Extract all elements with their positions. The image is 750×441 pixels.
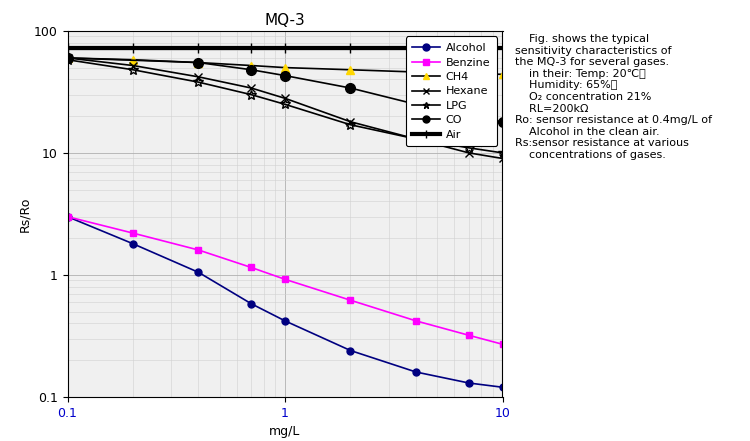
LPG [194, 79, 203, 85]
Hexane [247, 86, 256, 91]
CH4 [280, 65, 290, 70]
Alcohol [498, 385, 507, 390]
CH4 [128, 57, 137, 62]
Line: Benzine: Benzine [64, 213, 506, 348]
Benzine [412, 318, 421, 324]
Line: LPG: LPG [63, 55, 507, 158]
LPG [412, 136, 421, 142]
Hexane [412, 136, 421, 142]
LPG [128, 67, 137, 72]
Benzine [346, 298, 355, 303]
X-axis label: mg/L: mg/L [269, 425, 301, 438]
Benzine [280, 277, 290, 282]
LPG [63, 57, 72, 62]
Air [194, 45, 203, 51]
Alcohol [412, 370, 421, 375]
Line: CO: CO [63, 53, 507, 127]
CH4 [247, 63, 256, 68]
CO [346, 86, 355, 91]
CO [247, 67, 256, 72]
Alcohol [194, 269, 203, 275]
LPG [498, 150, 507, 156]
Benzine [464, 333, 473, 338]
Air [412, 45, 421, 51]
Air [63, 45, 72, 51]
Benzine [194, 247, 203, 253]
LPG [280, 102, 290, 107]
Alcohol [346, 348, 355, 353]
CH4 [412, 69, 421, 75]
Alcohol [128, 241, 137, 247]
CO [63, 55, 72, 60]
Benzine [498, 342, 507, 347]
Air [128, 45, 137, 51]
Hexane [63, 55, 72, 60]
Y-axis label: Rs/Ro: Rs/Ro [18, 196, 31, 232]
Legend: Alcohol, Benzine, CH4, Hexane, LPG, CO, Air: Alcohol, Benzine, CH4, Hexane, LPG, CO, … [406, 37, 497, 146]
CH4 [464, 71, 473, 76]
Hexane [498, 156, 507, 161]
Air [247, 45, 256, 51]
CO [412, 102, 421, 107]
LPG [464, 145, 473, 150]
Hexane [346, 119, 355, 124]
Hexane [464, 150, 473, 156]
Air [498, 45, 507, 51]
Alcohol [280, 318, 290, 324]
Benzine [128, 231, 137, 236]
Line: Hexane: Hexane [63, 54, 507, 163]
CO [194, 60, 203, 65]
Alcohol [63, 214, 72, 219]
CO [498, 119, 507, 124]
CH4 [346, 67, 355, 72]
Air [280, 45, 290, 51]
Hexane [280, 96, 290, 101]
Alcohol [464, 380, 473, 385]
CH4 [498, 72, 507, 77]
Line: Alcohol: Alcohol [64, 213, 506, 391]
Alcohol [247, 301, 256, 306]
Hexane [194, 74, 203, 79]
Benzine [247, 265, 256, 270]
Benzine [63, 214, 72, 219]
Hexane [128, 63, 137, 68]
Line: Air: Air [63, 43, 507, 53]
CH4 [63, 55, 72, 60]
Air [346, 45, 355, 51]
Title: MQ-3: MQ-3 [265, 13, 305, 28]
LPG [346, 122, 355, 127]
LPG [247, 92, 256, 97]
Air [464, 45, 473, 51]
CO [280, 73, 290, 78]
CH4 [194, 60, 203, 65]
Line: CH4: CH4 [63, 54, 507, 78]
Text: Fig. shows the typical
sensitivity characteristics of
the MQ-3 for several gases: Fig. shows the typical sensitivity chara… [514, 34, 712, 160]
CO [464, 113, 473, 119]
